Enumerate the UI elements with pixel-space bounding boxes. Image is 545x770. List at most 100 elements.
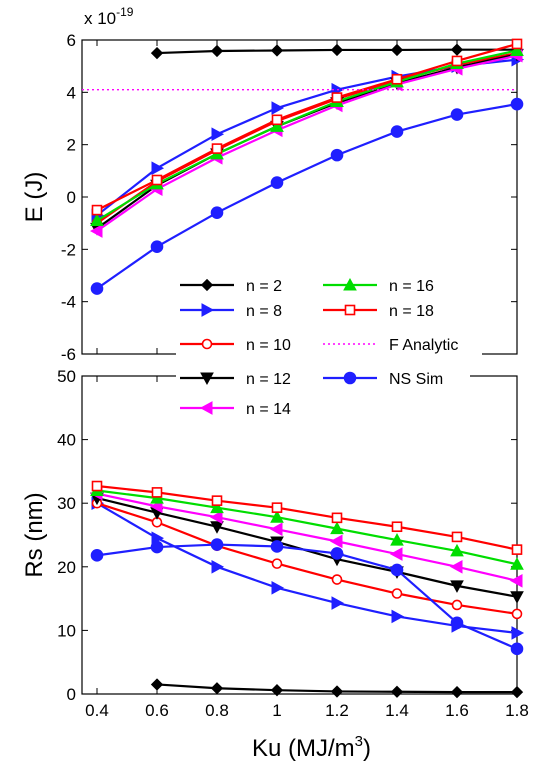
y-tick-label: 6 xyxy=(67,31,76,50)
data-point-n-18 xyxy=(331,92,343,103)
data-point-ns-sim xyxy=(450,108,464,121)
legend-marker xyxy=(200,372,214,386)
legend-entry-ns-sim: NS Sim xyxy=(323,371,443,388)
legend-marker xyxy=(199,401,213,415)
data-point-ns-sim xyxy=(390,563,404,577)
data-point-ns-sim xyxy=(450,616,464,630)
y-tick-label: -2 xyxy=(61,240,76,259)
data-point-ns-sim xyxy=(270,540,284,553)
series-line-n-18 xyxy=(96,42,518,212)
data-point-n-16 xyxy=(450,543,464,557)
legend-label: NS Sim xyxy=(389,371,443,388)
data-point-n-12 xyxy=(450,580,464,593)
data-point-n-18 xyxy=(391,521,403,533)
y-tick-label: 30 xyxy=(57,494,76,513)
y-tick-label: 0 xyxy=(67,188,76,207)
data-point-n-2 xyxy=(150,678,164,691)
data-point-n-16 xyxy=(510,43,524,56)
y-tick-label: 4 xyxy=(67,83,76,102)
data-point-n-10 xyxy=(271,558,283,569)
legend-marker xyxy=(344,304,356,316)
legend-label: F Analytic xyxy=(389,337,458,354)
y-axis-label: E (J) xyxy=(21,172,48,223)
data-point-n-18 xyxy=(151,174,163,186)
legend-label: n = 8 xyxy=(246,303,282,320)
series-line-n-14 xyxy=(96,492,518,582)
data-point-ns-sim xyxy=(210,538,224,551)
legend-entry-n-18: n = 18 xyxy=(323,303,434,320)
data-point-n-14 xyxy=(389,547,403,561)
y-tick-label: 0 xyxy=(67,685,76,704)
series-ns-sim xyxy=(90,538,524,656)
data-point-n-10 xyxy=(391,588,403,599)
data-point-n-16 xyxy=(270,119,284,132)
data-point-n-8 xyxy=(151,161,165,176)
y-exponent-label: x 10-19 xyxy=(84,5,134,28)
data-point-ns-sim xyxy=(390,125,404,138)
data-point-n-2 xyxy=(330,43,344,57)
legend-label: n = 18 xyxy=(389,303,434,320)
data-point-n-2 xyxy=(510,685,524,699)
data-point-n-8 xyxy=(271,580,285,595)
data-point-n-10 xyxy=(451,599,463,611)
exponent-power: -19 xyxy=(116,5,134,19)
legend-background xyxy=(176,267,482,327)
data-point-n-8 xyxy=(211,127,225,142)
data-point-ns-sim xyxy=(270,176,284,189)
data-point-n-2 xyxy=(390,43,404,57)
data-point-n-18 xyxy=(91,480,103,492)
x-axis-label-tail: ) xyxy=(363,735,371,762)
legend-marker xyxy=(201,303,215,317)
data-point-n-14 xyxy=(89,224,103,238)
legend-entry-n-16: n = 16 xyxy=(323,277,434,295)
data-point-ns-sim xyxy=(150,540,164,554)
data-point-ns-sim xyxy=(330,547,344,560)
data-point-n-2 xyxy=(450,685,464,699)
series-line-n-16 xyxy=(96,49,518,222)
y-tick-label: 20 xyxy=(57,558,76,577)
data-point-n-10 xyxy=(511,608,523,620)
data-point-ns-sim xyxy=(330,148,344,162)
legend-background xyxy=(176,327,482,357)
data-point-n-18 xyxy=(211,143,223,154)
data-point-n-14 xyxy=(209,510,223,525)
data-point-n-16 xyxy=(510,557,524,570)
x-tick-label: 1.6 xyxy=(445,701,469,720)
series-line-n-10 xyxy=(96,502,518,615)
series-line-n-14 xyxy=(96,54,518,232)
data-point-n-8 xyxy=(211,559,225,574)
legend-marker xyxy=(200,278,214,292)
legend-background xyxy=(176,365,326,425)
legend-entry-n-2: n = 2 xyxy=(180,278,282,295)
legend-label: n = 10 xyxy=(246,337,291,354)
data-point-n-16 xyxy=(210,500,224,514)
data-point-n-2 xyxy=(150,46,164,60)
legend-marker xyxy=(343,371,357,385)
data-point-n-18 xyxy=(91,204,103,216)
data-point-n-18 xyxy=(451,531,463,543)
series-line-ns-sim xyxy=(96,543,518,650)
data-point-ns-sim xyxy=(510,642,524,656)
series-n-16 xyxy=(90,483,524,570)
data-point-n-16 xyxy=(390,533,404,546)
data-point-n-16 xyxy=(330,521,344,535)
legend-label: n = 12 xyxy=(246,371,291,388)
data-point-n-2 xyxy=(450,43,464,56)
radius-panel: 0.4 0.6 0.8 1 1.2 1.4 1.6 1.8 0 10 20 30 40 50 Rs (nm)… xyxy=(21,367,529,762)
data-point-n-18 xyxy=(331,512,343,524)
series-line-n-8 xyxy=(96,502,518,635)
data-point-ns-sim xyxy=(90,282,104,295)
legend-label: n = 2 xyxy=(246,278,282,295)
series-n-18 xyxy=(91,480,523,555)
data-point-n-14 xyxy=(449,559,463,574)
y-axis-label: Rs (nm) xyxy=(21,492,48,577)
x-tick-label: 1.2 xyxy=(325,701,349,720)
data-point-ns-sim xyxy=(150,240,164,254)
data-point-n-18 xyxy=(391,73,403,85)
series-n-18 xyxy=(91,38,523,216)
data-point-n-2 xyxy=(210,682,224,695)
y-tick-label: 2 xyxy=(67,136,76,155)
data-point-n-8 xyxy=(511,626,525,640)
y-tick-label: 10 xyxy=(57,621,76,640)
